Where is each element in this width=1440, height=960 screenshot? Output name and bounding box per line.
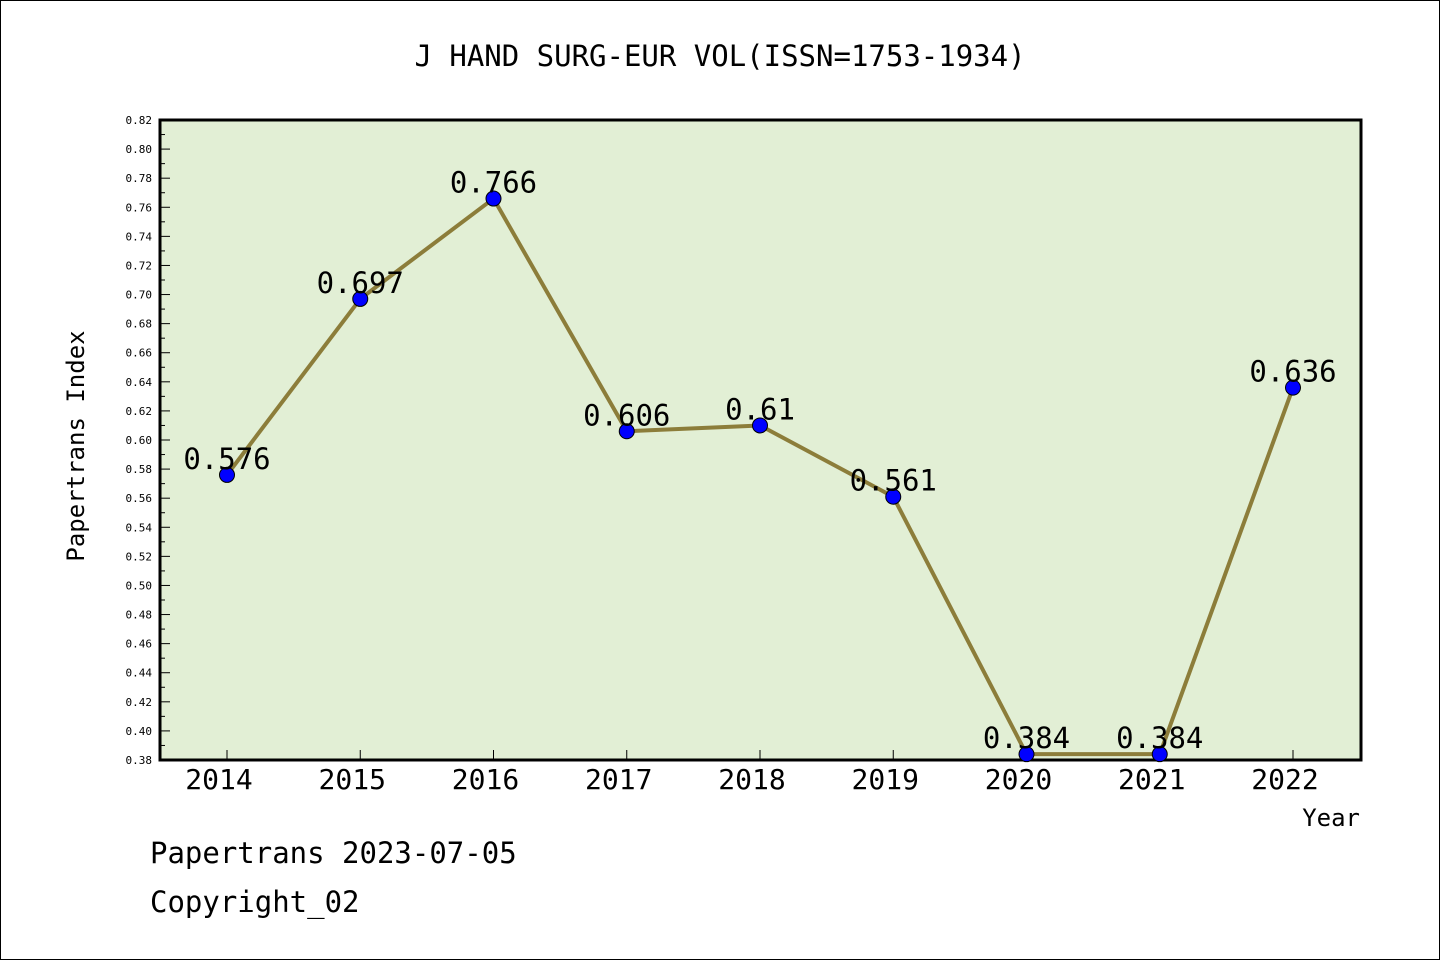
x-tick-label: 2018 <box>718 763 785 796</box>
y-tick-label: 0.50 <box>126 579 153 592</box>
x-tick-label: 2014 <box>185 763 252 796</box>
footer-copyright: Copyright_02 <box>150 885 360 919</box>
y-tick-label: 0.66 <box>126 347 153 360</box>
y-tick-label: 0.68 <box>126 318 153 331</box>
y-tick-label: 0.38 <box>126 754 153 767</box>
data-label: 0.636 <box>1249 355 1336 389</box>
y-tick-label: 0.54 <box>126 521 153 534</box>
y-axis-label: Papertrans Index <box>62 330 90 561</box>
data-point <box>485 190 502 207</box>
data-point <box>885 488 902 505</box>
y-tick-label: 0.72 <box>126 259 153 272</box>
data-point <box>752 417 768 434</box>
x-tick-label: 2020 <box>985 763 1052 796</box>
data-point <box>1151 746 1168 763</box>
y-axis: 0.38 0.40 0.42 0.44 0.46 0.48 0.50 0.52 0.54 0.56… <box>126 114 170 767</box>
data-point <box>1285 379 1301 396</box>
y-tick-label: 0.60 <box>126 434 153 447</box>
data-points <box>219 190 1301 763</box>
y-tick-label: 0.40 <box>126 725 153 738</box>
data-label: 0.697 <box>317 266 404 300</box>
data-label: 0.561 <box>850 464 937 498</box>
plot-area <box>158 118 1363 762</box>
data-label: 0.384 <box>1116 721 1203 755</box>
data-point <box>618 423 635 440</box>
y-tick-label: 0.44 <box>126 667 153 680</box>
y-tick-label: 0.70 <box>126 289 153 302</box>
y-tick-label: 0.46 <box>126 638 153 651</box>
data-label: 0.606 <box>583 398 670 432</box>
y-tick-label: 0.56 <box>126 492 153 505</box>
x-tick-label: 2017 <box>585 763 652 796</box>
data-point <box>1018 746 1035 763</box>
x-tick-label: 2015 <box>319 763 386 796</box>
x-axis-label: Year <box>1302 804 1360 832</box>
y-tick-label: 0.62 <box>126 405 153 418</box>
x-tick-label: 2022 <box>1251 763 1318 796</box>
data-label: 0.766 <box>450 166 537 200</box>
y-tick-label: 0.82 <box>126 114 153 127</box>
data-label: 0.576 <box>183 442 270 476</box>
y-tick-label: 0.52 <box>126 550 153 563</box>
data-labels: 0.576 0.697 0.766 0.606 0.61 0.561 0.384 0.384 0… <box>183 166 1336 756</box>
y-tick-label: 0.58 <box>126 463 153 476</box>
chart-title: J HAND SURG-EUR VOL(ISSN=1753-1934) <box>414 39 1025 73</box>
data-point <box>352 290 369 307</box>
x-axis: 2014 2015 2016 2017 2018 2019 2020 2021 2022 <box>185 750 1319 796</box>
footer-date: Papertrans 2023-07-05 <box>150 836 517 870</box>
x-tick-label: 2016 <box>452 763 519 796</box>
x-tick-label: 2021 <box>1118 763 1185 796</box>
y-tick-label: 0.80 <box>126 143 153 156</box>
y-tick-label: 0.64 <box>126 376 153 389</box>
x-tick-label: 2019 <box>852 763 919 796</box>
y-tick-label: 0.42 <box>126 696 153 709</box>
y-tick-label: 0.78 <box>126 172 153 185</box>
data-label: 0.384 <box>983 721 1070 755</box>
data-point <box>219 466 235 483</box>
data-label: 0.61 <box>725 392 795 426</box>
y-tick-label: 0.48 <box>126 609 153 622</box>
y-tick-label: 0.76 <box>126 201 153 214</box>
y-tick-label: 0.74 <box>126 230 153 243</box>
